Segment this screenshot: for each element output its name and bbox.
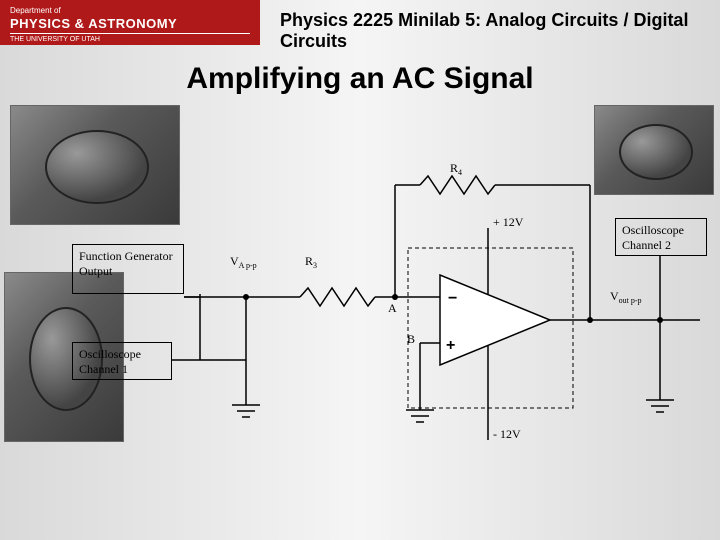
dept-name: PHYSICS & ASTRONOMY	[10, 16, 250, 32]
box-scope-ch2: Oscilloscope Channel 2	[615, 218, 707, 256]
course-title: Physics 2225 Minilab 5: Analog Circuits …	[280, 10, 720, 52]
label-r3: R3	[305, 254, 317, 270]
resistor-r3	[300, 288, 375, 306]
ground-output	[646, 400, 674, 412]
photo-bnc-coil	[10, 105, 180, 225]
slide: Department of PHYSICS & ASTRONOMY THE UN…	[0, 0, 720, 540]
opamp-plus: +	[446, 337, 455, 354]
label-p12v: + 12V	[493, 215, 524, 229]
label-node-b: B	[407, 332, 415, 346]
resistor-r4	[420, 176, 495, 194]
label-m12v: - 12V	[493, 427, 521, 441]
box-scope-ch1: Oscilloscope Channel 1	[72, 342, 172, 380]
opamp-minus: −	[448, 290, 457, 307]
box-function-generator: Function Generator Output	[72, 244, 184, 294]
ground-b	[406, 410, 434, 422]
label-r4: R4	[450, 161, 462, 177]
opamp-triangle	[440, 275, 550, 365]
dept-label: Department of	[10, 6, 250, 16]
label-va: VA p-p	[230, 254, 257, 270]
label-node-a: A	[388, 301, 397, 315]
page-title: Amplifying an AC Signal	[0, 62, 720, 96]
photo-scope-probe	[594, 105, 714, 195]
ground-input	[232, 405, 260, 417]
university-name: THE UNIVERSITY OF UTAH	[10, 33, 250, 44]
dept-banner: Department of PHYSICS & ASTRONOMY THE UN…	[0, 0, 260, 45]
opamp-boundary	[408, 248, 573, 408]
label-vout: Vout p-p	[610, 289, 642, 305]
